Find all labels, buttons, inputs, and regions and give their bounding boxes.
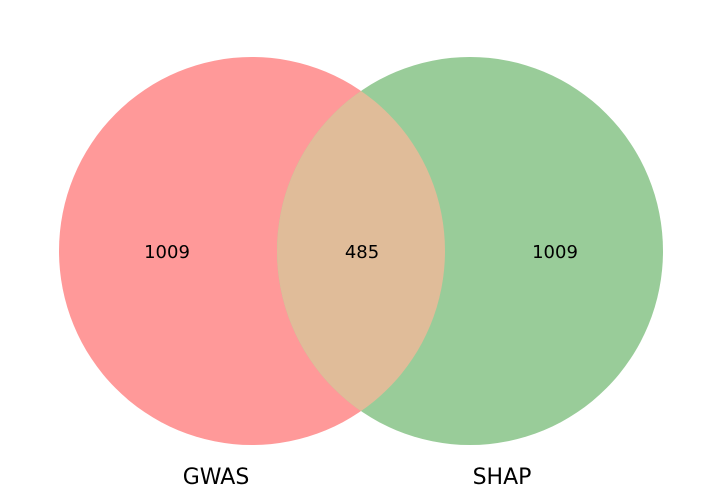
shap-only-count: 1009 [532, 242, 578, 263]
overlap-region [277, 57, 445, 445]
intersection-count: 485 [345, 242, 379, 263]
shap-set-label: SHAP [473, 465, 532, 490]
gwas-only-count: 1009 [144, 242, 190, 263]
gwas-set-label: GWAS [183, 465, 250, 490]
